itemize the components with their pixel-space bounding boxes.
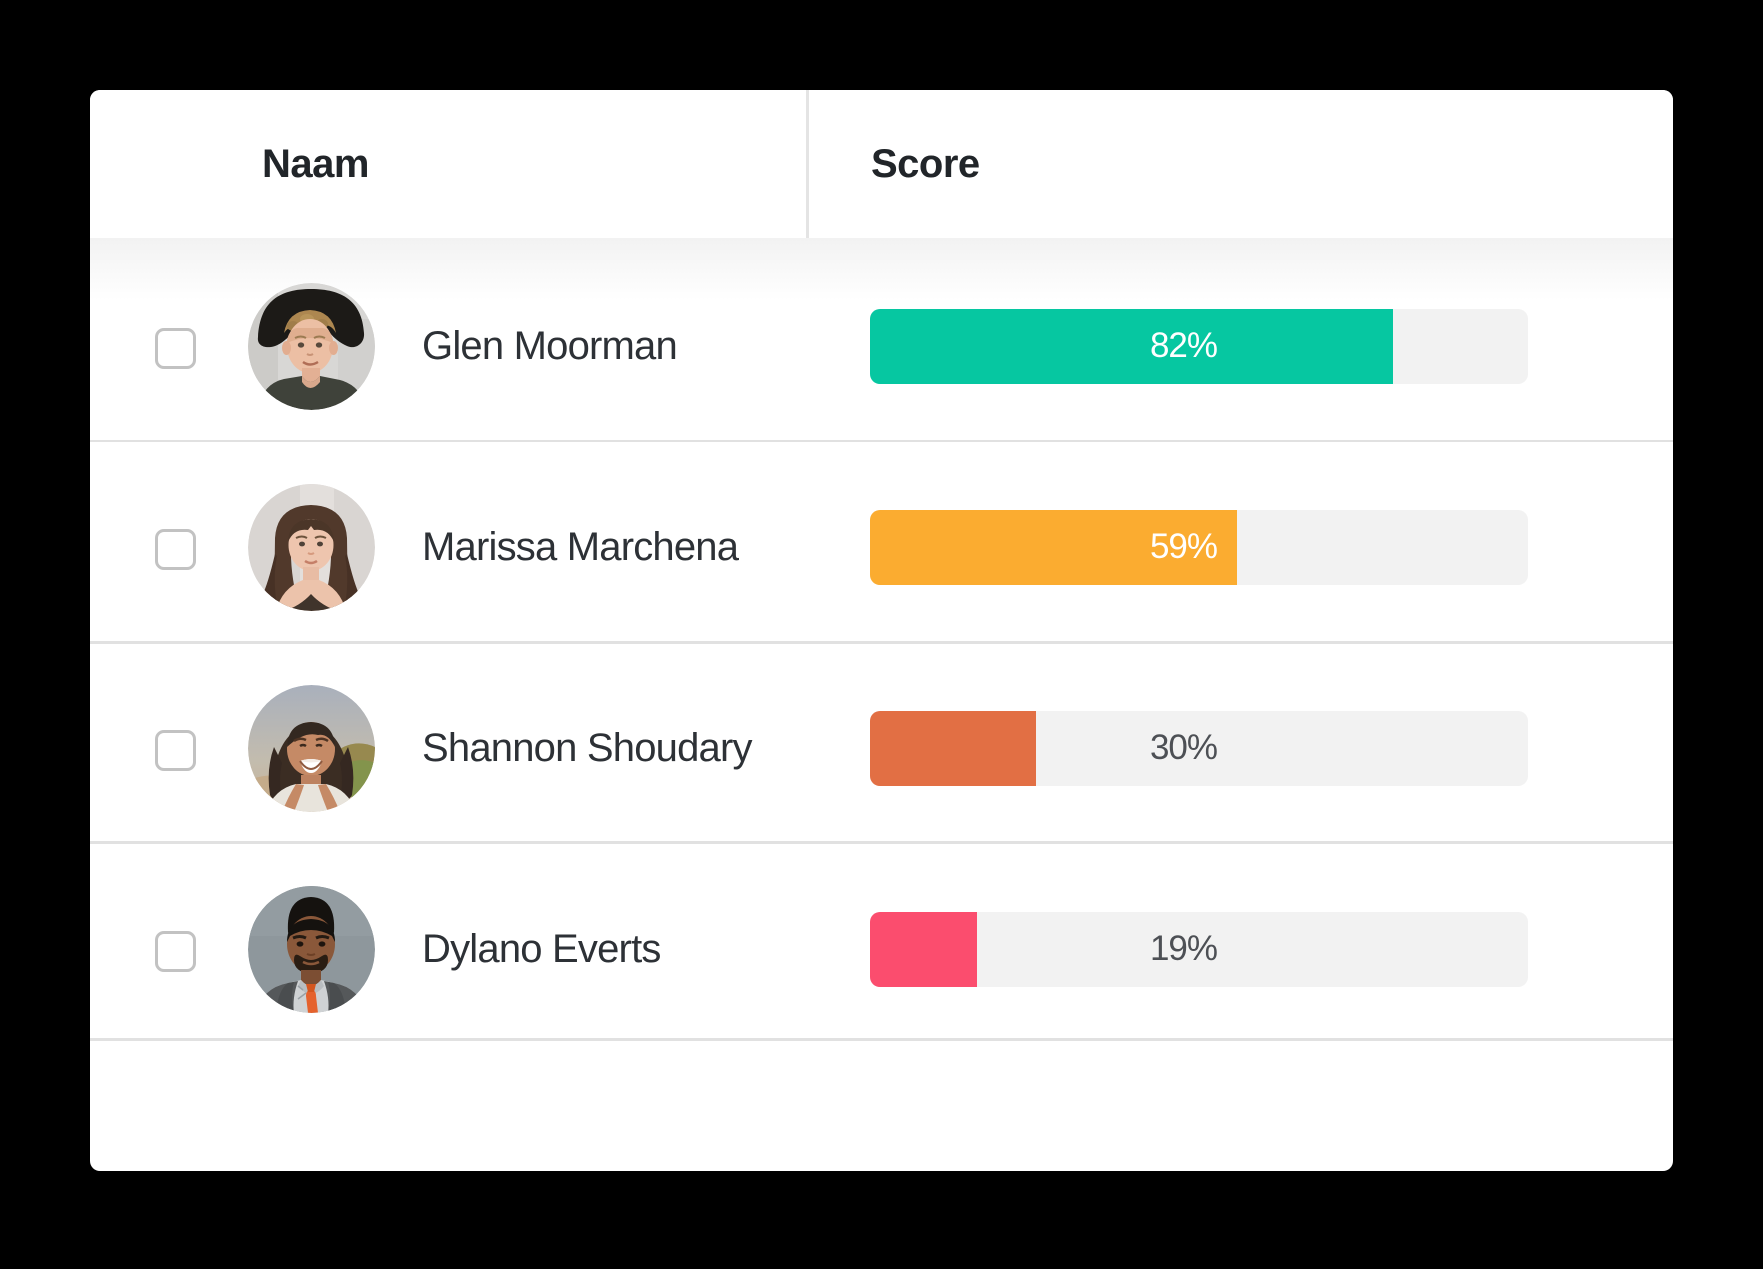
score-bar: 82% (870, 308, 1528, 384)
row-checkbox[interactable] (155, 529, 196, 570)
avatar-photo-shannon-shoudary (248, 684, 375, 812)
row-name: Glen Moorman (422, 323, 678, 368)
column-divider (806, 90, 809, 240)
score-bar-fill (870, 509, 1238, 585)
score-bar-label: 19% (1149, 929, 1218, 968)
table-row: Shannon Shoudary 30% (90, 648, 1673, 849)
column-header-score: Score (871, 141, 980, 186)
row-name: Shannon Shoudary (422, 725, 753, 770)
score-bar-label: 30% (1149, 728, 1218, 767)
avatar (248, 684, 375, 812)
score-bar-fill (870, 308, 1394, 384)
row-separator (90, 641, 1673, 644)
header-shadow (90, 238, 1673, 300)
score-bar-label: 59% (1149, 527, 1218, 566)
column-header-naam: Naam (262, 141, 369, 186)
row-separator (90, 1038, 1673, 1041)
row-separator (90, 841, 1673, 844)
row-checkbox[interactable] (155, 931, 196, 972)
row-separator (90, 439, 1673, 442)
row-checkbox[interactable] (155, 730, 196, 771)
table-row: Marissa Marchena 59% (90, 447, 1673, 648)
avatar-photo-glen-moorman (248, 282, 375, 410)
table-header: Naam Score (90, 90, 1673, 238)
avatar (248, 282, 375, 410)
score-bar-fill (870, 911, 978, 987)
avatar (248, 483, 375, 611)
score-bar: 59% (870, 509, 1528, 585)
score-table-card: Naam Score (90, 90, 1673, 1171)
avatar-photo-dylano-everts (248, 885, 375, 1013)
score-bar-fill (870, 710, 1037, 786)
score-bar: 30% (870, 710, 1528, 786)
avatar-photo-marissa-marchena (248, 483, 375, 611)
row-name: Dylano Everts (422, 926, 661, 971)
avatar (248, 885, 375, 1013)
row-name: Marissa Marchena (422, 524, 739, 569)
table-row: Dylano Everts 19% (90, 849, 1673, 1050)
score-bar: 19% (870, 911, 1528, 987)
score-bar-label: 82% (1149, 326, 1218, 365)
table-row: Glen Moorman 82% (90, 246, 1673, 447)
row-checkbox[interactable] (155, 328, 196, 369)
